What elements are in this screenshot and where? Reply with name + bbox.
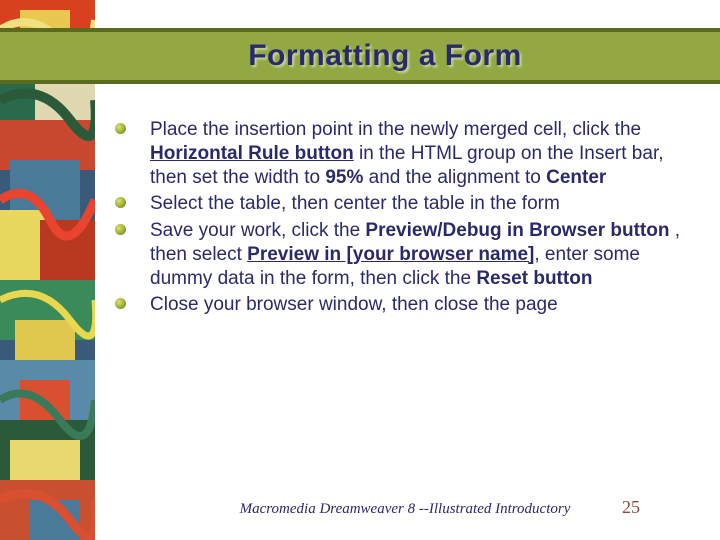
bullet-item: Place the insertion point in the newly m… [115,118,695,189]
bullet-marker-icon [115,123,126,134]
bullet-text: Place the insertion point in the newly m… [150,119,664,188]
bullet-marker-icon [115,197,126,208]
bullet-list: Place the insertion point in the newly m… [115,118,695,317]
footer-reference: Macromedia Dreamweaver 8 --Illustrated I… [240,501,571,518]
slide-title: Formatting a Form [248,39,522,73]
title-bar: Formatting a Form [0,28,720,84]
bullet-text: Select the table, then center the table … [150,193,560,214]
bullet-text: Close your browser window, then close th… [150,294,558,315]
bullet-item: Save your work, click the Preview/Debug … [115,219,695,290]
bullet-item: Close your browser window, then close th… [115,293,695,317]
slide-footer: Macromedia Dreamweaver 8 --Illustrated I… [115,501,695,518]
page-number: 25 [622,497,640,518]
bullet-marker-icon [115,224,126,235]
bullet-text: Save your work, click the Preview/Debug … [150,220,680,289]
bullet-item: Select the table, then center the table … [115,192,695,216]
slide-content: Place the insertion point in the newly m… [115,118,695,320]
bullet-marker-icon [115,298,126,309]
